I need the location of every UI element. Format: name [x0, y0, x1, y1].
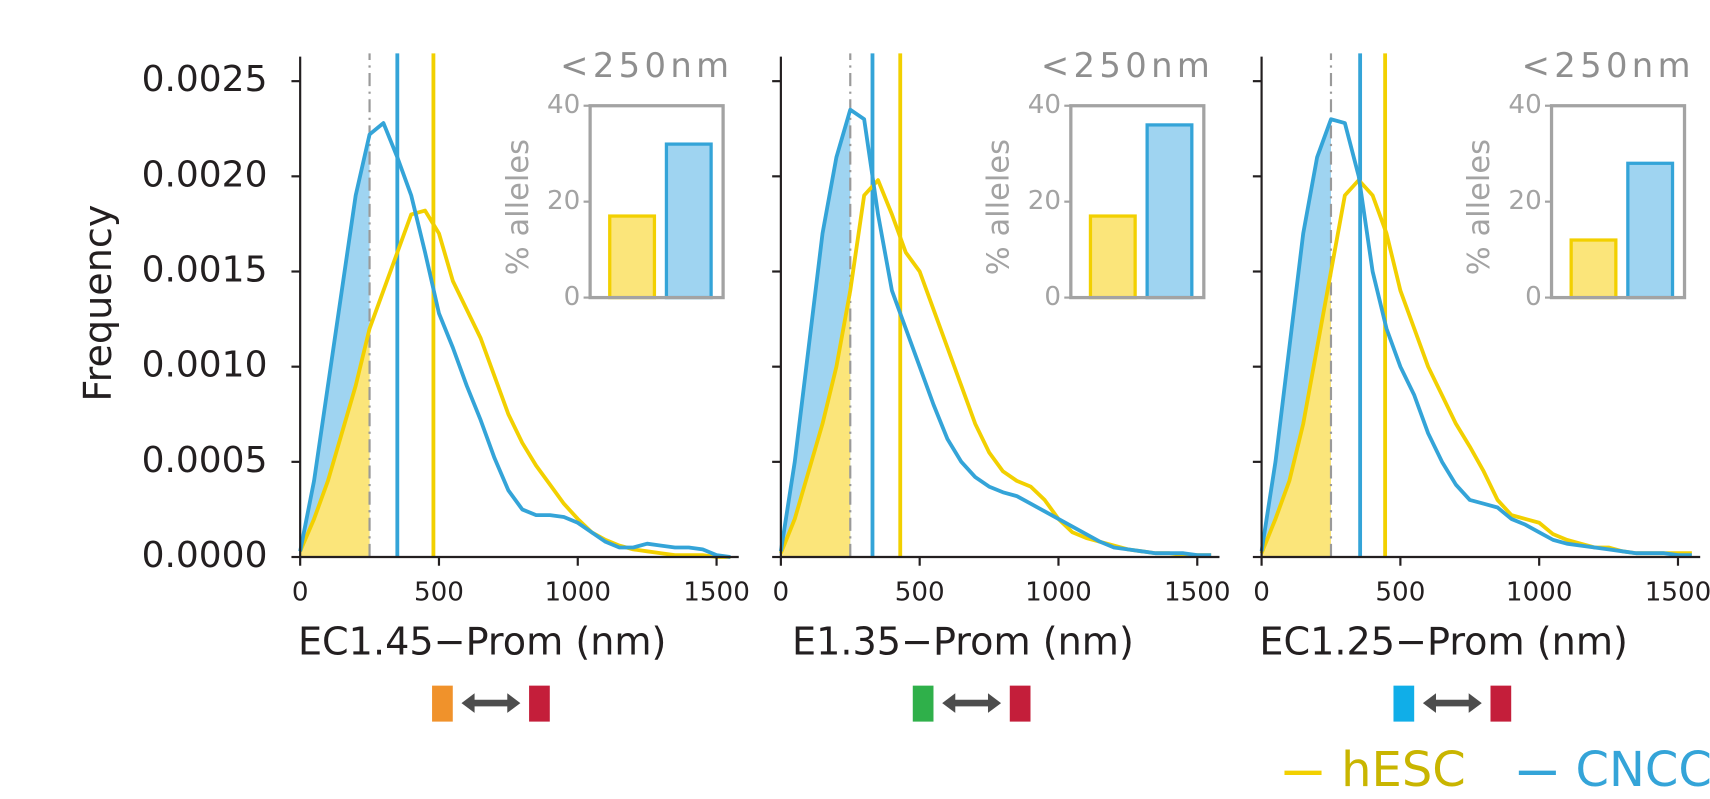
x-tick-label: 0 [773, 577, 790, 607]
inset-bar [608, 214, 657, 300]
double-arrow [942, 693, 1002, 713]
legend-label: CNCC [1576, 742, 1710, 798]
inset-bar [1088, 214, 1137, 300]
inset-y-label: % alleles [1462, 139, 1497, 275]
x-tick-label: 500 [414, 577, 464, 607]
double-arrow [1422, 693, 1482, 713]
inset-title: <250nm [1522, 46, 1695, 85]
inset-y-tick-label: 0 [1044, 282, 1061, 312]
inset-y-tick-label: 20 [1028, 186, 1061, 216]
density-curve [1259, 117, 1692, 558]
double-arrow [461, 693, 521, 713]
x-tick-label: 500 [1375, 577, 1425, 607]
inset-title: <250nm [560, 46, 733, 85]
x-axis-label: E1.35−Prom (nm) [792, 620, 1134, 664]
region-marker [432, 685, 453, 722]
y-tick-label: 0.0010 [142, 345, 268, 386]
inset-y-tick-label: 20 [1508, 186, 1541, 216]
y-tick-label: 0.0025 [142, 59, 268, 100]
inset-bar [664, 142, 713, 300]
inset-y-tick-label: 40 [1508, 90, 1541, 120]
y-tick-label: 0.0000 [142, 535, 268, 576]
density-curve [298, 208, 731, 559]
x-tick-label: 1000 [1506, 577, 1573, 607]
region-marker [1393, 685, 1415, 722]
density-curve [778, 107, 1212, 558]
x-axis-label: EC1.25−Prom (nm) [1259, 620, 1627, 664]
region-marker [529, 685, 550, 722]
legend-label: hESC [1341, 742, 1466, 798]
region-marker [1009, 685, 1031, 722]
region-marker [912, 685, 934, 722]
inset-title: <250nm [1041, 46, 1214, 85]
x-tick-label: 0 [292, 577, 309, 607]
area-below-threshold [1261, 271, 1331, 558]
x-tick-label: 1000 [544, 577, 611, 607]
y-tick-label: 0.0015 [142, 250, 268, 291]
x-tick-label: 0 [1253, 577, 1270, 607]
y-tick-label: 0.0005 [142, 440, 268, 481]
inset-y-tick-label: 20 [547, 186, 580, 216]
inset-bar [1626, 161, 1675, 300]
x-axis-label: EC1.45−Prom (nm) [298, 620, 666, 664]
x-tick-label: 1000 [1025, 577, 1092, 607]
x-tick-label: 500 [895, 577, 945, 607]
x-tick-label: 1500 [1645, 577, 1710, 607]
inset-y-tick-label: 40 [547, 90, 580, 120]
y-tick-label: 0.0020 [142, 154, 268, 195]
region-marker [1490, 685, 1512, 722]
x-tick-label: 1500 [1164, 577, 1231, 607]
x-tick-label: 1500 [683, 577, 750, 607]
area-below-threshold [300, 328, 370, 558]
area-below-threshold [780, 290, 851, 558]
inset-y-tick-label: 0 [564, 282, 581, 312]
density-curve [298, 121, 731, 559]
y-axis-label: Frequency [76, 205, 120, 402]
inset-bar [1145, 123, 1194, 300]
inset-y-tick-label: 0 [1525, 282, 1542, 312]
inset-bar [1569, 238, 1618, 300]
inset-y-tick-label: 40 [1028, 90, 1061, 120]
inset-y-label: % alleles [501, 139, 536, 275]
inset-y-label: % alleles [981, 139, 1016, 275]
